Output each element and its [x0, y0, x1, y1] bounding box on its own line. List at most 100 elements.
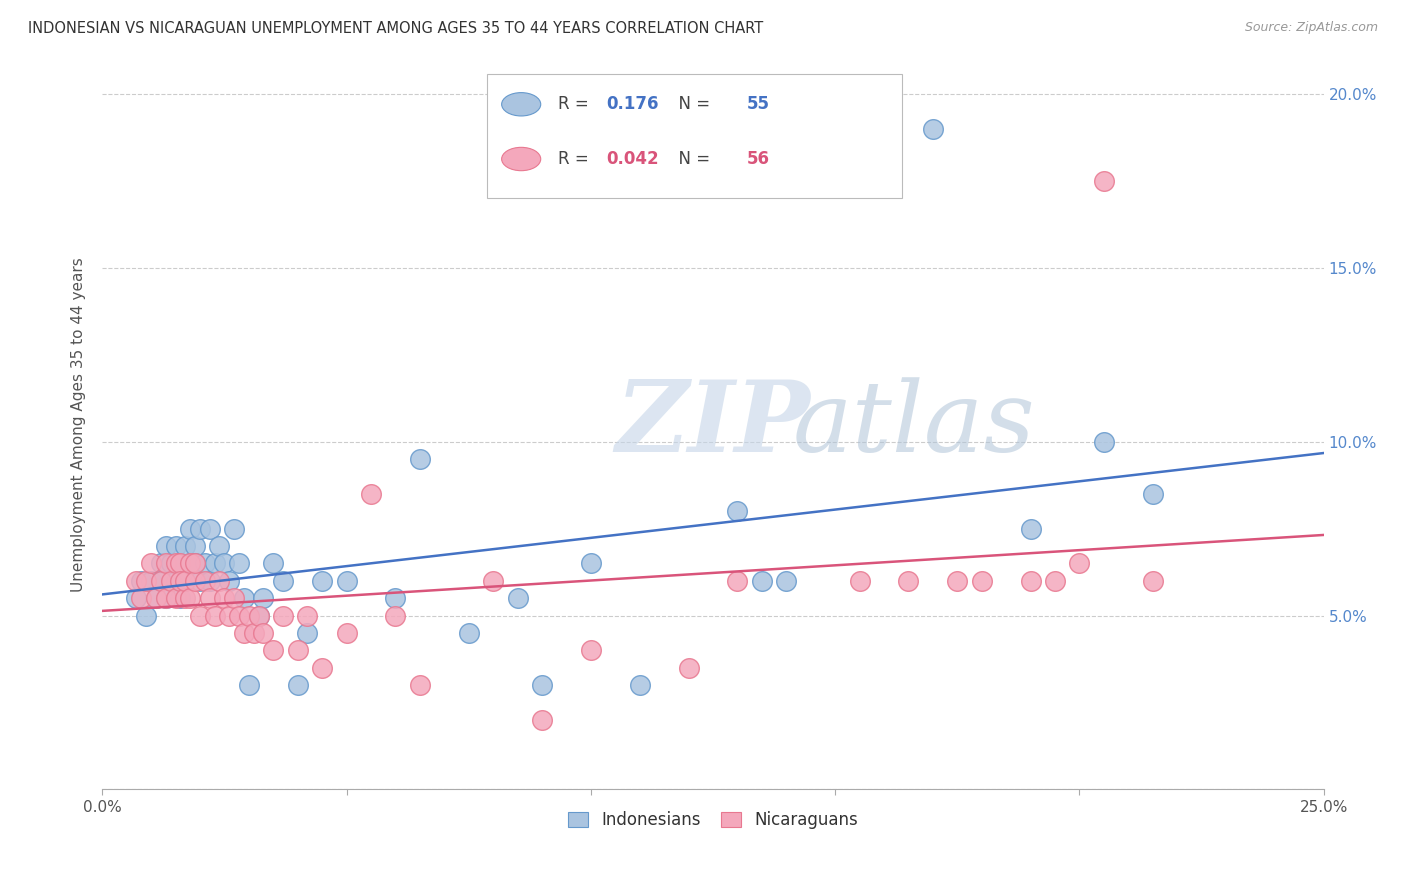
- Text: R =: R =: [558, 95, 593, 113]
- Point: [1019, 574, 1042, 588]
- Point: [409, 452, 432, 467]
- Point: [125, 574, 148, 588]
- Point: [725, 504, 748, 518]
- Point: [165, 574, 187, 588]
- Point: [179, 557, 201, 571]
- Point: [169, 557, 191, 571]
- Point: [198, 522, 221, 536]
- Point: [125, 591, 148, 606]
- Point: [287, 678, 309, 692]
- Point: [946, 574, 969, 588]
- Text: Source: ZipAtlas.com: Source: ZipAtlas.com: [1244, 21, 1378, 34]
- Point: [252, 625, 274, 640]
- Point: [287, 643, 309, 657]
- Point: [1092, 434, 1115, 449]
- Point: [198, 591, 221, 606]
- Point: [159, 574, 181, 588]
- Point: [188, 608, 211, 623]
- Point: [184, 574, 207, 588]
- Text: 56: 56: [747, 150, 770, 168]
- Text: R =: R =: [558, 150, 593, 168]
- Point: [247, 608, 270, 623]
- Point: [224, 522, 246, 536]
- Point: [271, 608, 294, 623]
- Point: [218, 574, 240, 588]
- Point: [1142, 487, 1164, 501]
- Point: [579, 557, 602, 571]
- Point: [214, 557, 236, 571]
- FancyBboxPatch shape: [486, 74, 903, 198]
- Point: [174, 574, 197, 588]
- Point: [228, 608, 250, 623]
- Point: [1019, 522, 1042, 536]
- Y-axis label: Unemployment Among Ages 35 to 44 years: Unemployment Among Ages 35 to 44 years: [72, 257, 86, 591]
- Point: [311, 660, 333, 674]
- Point: [232, 591, 254, 606]
- Point: [179, 557, 201, 571]
- Point: [628, 678, 651, 692]
- Point: [194, 574, 217, 588]
- Point: [921, 122, 943, 136]
- Point: [311, 574, 333, 588]
- Point: [238, 608, 260, 623]
- Point: [208, 574, 231, 588]
- Text: 0.042: 0.042: [606, 150, 659, 168]
- Point: [1092, 174, 1115, 188]
- Point: [457, 625, 479, 640]
- Point: [165, 591, 187, 606]
- Point: [297, 608, 319, 623]
- Point: [174, 591, 197, 606]
- Point: [204, 608, 226, 623]
- Point: [145, 591, 167, 606]
- Point: [145, 591, 167, 606]
- Point: [188, 574, 211, 588]
- Point: [678, 660, 700, 674]
- Point: [179, 522, 201, 536]
- Text: atlas: atlas: [793, 376, 1035, 472]
- Point: [149, 574, 172, 588]
- Point: [204, 557, 226, 571]
- Point: [129, 574, 152, 588]
- Circle shape: [502, 147, 541, 170]
- Point: [184, 557, 207, 571]
- Point: [482, 574, 505, 588]
- Point: [224, 591, 246, 606]
- Point: [149, 574, 172, 588]
- Point: [384, 608, 406, 623]
- Text: N =: N =: [668, 95, 716, 113]
- Text: ZIP: ZIP: [616, 376, 810, 473]
- Text: N =: N =: [668, 150, 716, 168]
- Point: [159, 557, 181, 571]
- Point: [579, 643, 602, 657]
- Point: [129, 591, 152, 606]
- Point: [1142, 574, 1164, 588]
- Point: [135, 574, 157, 588]
- Point: [194, 557, 217, 571]
- Point: [165, 539, 187, 553]
- Point: [155, 591, 177, 606]
- Point: [149, 557, 172, 571]
- Point: [179, 591, 201, 606]
- Point: [165, 557, 187, 571]
- Point: [506, 591, 529, 606]
- Point: [530, 713, 553, 727]
- Circle shape: [502, 93, 541, 116]
- Point: [848, 574, 870, 588]
- Point: [188, 522, 211, 536]
- Point: [970, 574, 993, 588]
- Point: [335, 574, 357, 588]
- Point: [247, 608, 270, 623]
- Point: [1069, 557, 1091, 571]
- Point: [218, 608, 240, 623]
- Point: [184, 557, 207, 571]
- Point: [198, 574, 221, 588]
- Point: [228, 557, 250, 571]
- Point: [360, 487, 382, 501]
- Point: [530, 678, 553, 692]
- Point: [242, 625, 264, 640]
- Point: [409, 678, 432, 692]
- Point: [139, 557, 162, 571]
- Point: [1043, 574, 1066, 588]
- Point: [725, 574, 748, 588]
- Point: [214, 591, 236, 606]
